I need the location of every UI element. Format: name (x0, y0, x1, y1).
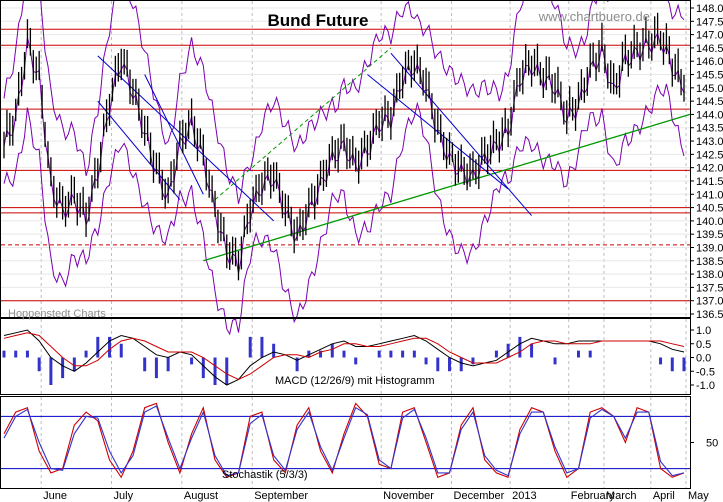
y-tick-label: 148.0 (696, 3, 723, 15)
horizontal-levels (1, 28, 690, 302)
macd-y-tick-label: 0.5 (696, 339, 711, 351)
stochastic-y-tick-label: 50 (706, 438, 718, 450)
x-tick-label: July (114, 490, 134, 502)
y-tick-label: 142.0 (696, 163, 723, 175)
stochastic-k-line (3, 402, 685, 479)
x-tick-label: 2013 (512, 490, 536, 502)
x-tick-label: November (383, 490, 434, 502)
y-tick-label: 137.0 (696, 296, 723, 308)
uptrend-channel-line (214, 47, 392, 200)
x-tick-label: September (254, 490, 308, 502)
macd-frame (0, 318, 691, 395)
y-tick-label: 141.5 (696, 176, 723, 188)
y-tick-label: 139.0 (696, 242, 723, 254)
x-tick-label: December (454, 490, 505, 502)
stochastic-frame (0, 396, 691, 489)
macd-y-tick-label: 0.0 (696, 353, 711, 365)
grid (1, 1, 690, 488)
y-tick-label: 146.0 (696, 56, 723, 68)
downtrend-line (144, 74, 204, 195)
x-axis-labels: June July August September November December 2… (43, 490, 709, 502)
y-tick-label: 140.5 (696, 203, 723, 215)
y-tick-label: 144.0 (696, 109, 723, 121)
x-tick-label: February (571, 490, 616, 502)
macd-y-tick-label: -0.5 (696, 366, 715, 378)
downtrend-line (97, 100, 181, 200)
y-tick-label: 139.5 (696, 229, 723, 241)
uptrend-line (203, 113, 691, 262)
y-tick-label: 147.0 (696, 30, 723, 42)
lower-band (3, 83, 685, 336)
macd-y-tick-label: 1.0 (696, 325, 711, 337)
y-tick-label: 143.5 (696, 123, 723, 135)
macd-y-tick-label: -1.0 (696, 380, 715, 392)
watermark: www.chartbuero.de (538, 9, 650, 24)
macd-label: MACD (12/26/9) mit Histogramm (275, 375, 435, 387)
price-frame (0, 0, 691, 318)
macd-line (3, 329, 685, 386)
y-tick-label: 143.0 (696, 136, 723, 148)
y-tick-label: 136.5 (696, 309, 723, 321)
x-tick-label: May (688, 490, 709, 502)
stochastic-label: Stochastik (5/3/3) (222, 469, 308, 481)
y-tick-label: 140.0 (696, 216, 723, 228)
panel-frames (0, 0, 691, 489)
y-tick-label: 138.5 (696, 256, 723, 268)
x-tick-label: April (653, 490, 675, 502)
x-tick-label: August (184, 490, 218, 502)
x-tick-label: June (43, 490, 67, 502)
y-tick-label: 146.5 (696, 43, 723, 55)
y-tick-label: 147.5 (696, 16, 723, 28)
y-tick-label: 145.5 (696, 70, 723, 82)
y-tick-label: 141.0 (696, 189, 723, 201)
stochastic-d-line (3, 405, 685, 477)
x-tick-label: March (606, 490, 637, 502)
y-tick-label: 142.5 (696, 149, 723, 161)
upper-band (3, 0, 685, 204)
stochastic-panel: 50 (1, 402, 718, 479)
y-tick-label: 145.0 (696, 83, 723, 95)
price-series (3, 12, 685, 281)
source-label: Hoppenstedt Charts (8, 308, 106, 320)
y-tick-label: 137.5 (696, 282, 723, 294)
y-tick-label: 144.5 (696, 96, 723, 108)
chart-title: Bund Future (267, 11, 368, 30)
macd-signal-line (3, 332, 685, 381)
y-tick-label: 138.0 (696, 269, 723, 281)
